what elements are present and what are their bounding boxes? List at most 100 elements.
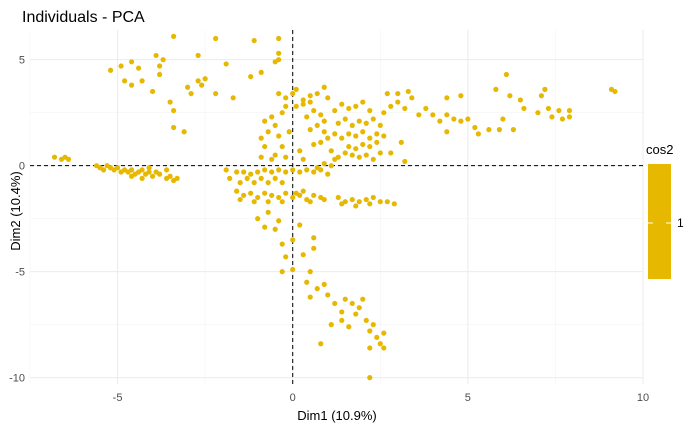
data-point: [325, 135, 331, 141]
data-point: [444, 95, 450, 101]
data-point: [538, 93, 545, 99]
data-point: [276, 167, 282, 173]
data-point: [167, 173, 173, 179]
data-point: [290, 90, 296, 97]
data-point: [128, 173, 135, 179]
data-point: [321, 129, 327, 135]
x-axis-label: Dim1 (10.9%): [297, 408, 376, 423]
data-point: [367, 345, 373, 351]
data-point: [269, 169, 275, 175]
data-point: [472, 124, 478, 131]
data-point: [381, 345, 387, 351]
data-point: [304, 279, 310, 285]
data-point: [384, 199, 390, 205]
data-point: [503, 71, 509, 78]
data-point: [391, 201, 397, 207]
data-point: [290, 194, 296, 201]
data-point: [363, 317, 369, 324]
data-point: [311, 141, 317, 148]
data-point: [244, 175, 250, 181]
data-point: [150, 88, 156, 95]
y-tick-label: 5: [19, 55, 25, 67]
data-point: [367, 143, 373, 150]
data-point: [318, 341, 324, 347]
data-point: [276, 57, 282, 63]
x-tick-label: 10: [637, 392, 649, 404]
data-point: [409, 95, 415, 101]
data-point: [349, 152, 355, 158]
data-point: [279, 143, 285, 150]
data-point: [521, 105, 527, 112]
data-point: [195, 78, 201, 84]
data-point: [542, 86, 548, 92]
data-point: [353, 311, 359, 317]
data-point: [279, 199, 285, 205]
data-point: [185, 84, 191, 90]
data-point: [262, 118, 268, 124]
data-point: [349, 300, 355, 307]
data-point: [213, 90, 219, 97]
legend: cos2 1: [646, 142, 684, 279]
data-point: [139, 78, 145, 84]
data-point: [367, 107, 373, 114]
data-point: [311, 107, 317, 114]
data-point: [272, 226, 278, 232]
data-point: [304, 114, 310, 120]
data-point: [258, 135, 264, 141]
data-point: [290, 167, 296, 173]
data-point: [395, 99, 401, 105]
data-point: [150, 173, 156, 179]
data-point: [276, 35, 282, 42]
data-point: [146, 165, 152, 171]
data-point: [241, 192, 247, 198]
data-point: [377, 199, 383, 205]
data-point: [248, 74, 254, 80]
data-point: [157, 63, 163, 69]
data-point: [307, 294, 313, 300]
data-point: [374, 334, 380, 340]
data-point: [272, 122, 278, 128]
data-point: [293, 103, 299, 109]
data-point: [307, 93, 313, 99]
y-tick-label: 0: [19, 161, 25, 173]
data-point: [353, 103, 359, 109]
data-point: [230, 95, 236, 101]
data-point: [367, 135, 373, 141]
data-point: [297, 222, 303, 228]
data-point: [262, 143, 268, 150]
data-point: [374, 131, 380, 137]
data-point: [255, 194, 261, 201]
data-point: [160, 57, 166, 63]
data-point: [234, 169, 240, 175]
data-point: [556, 107, 562, 114]
data-point: [549, 114, 555, 120]
data-point: [241, 169, 247, 175]
data-point: [258, 175, 264, 181]
data-point: [451, 116, 457, 122]
data-point: [283, 95, 289, 101]
data-point: [346, 143, 352, 150]
data-point: [300, 101, 306, 107]
data-point: [307, 199, 313, 205]
data-point: [262, 190, 268, 196]
data-point: [332, 107, 338, 114]
data-point: [276, 194, 282, 201]
data-point: [353, 133, 359, 139]
data-point: [321, 84, 327, 90]
data-point: [269, 114, 275, 120]
data-point: [328, 148, 334, 154]
x-tick-label: 5: [465, 392, 471, 404]
data-point: [332, 131, 338, 137]
data-point: [356, 118, 362, 124]
legend-title: cos2: [646, 142, 673, 157]
points: [51, 33, 618, 381]
data-point: [279, 241, 285, 247]
data-point: [346, 324, 352, 330]
data-point: [311, 235, 317, 241]
data-point: [507, 93, 513, 99]
data-point: [223, 167, 229, 173]
data-point: [559, 116, 566, 122]
data-point: [346, 105, 352, 112]
data-point: [262, 167, 268, 173]
data-point: [265, 199, 271, 205]
